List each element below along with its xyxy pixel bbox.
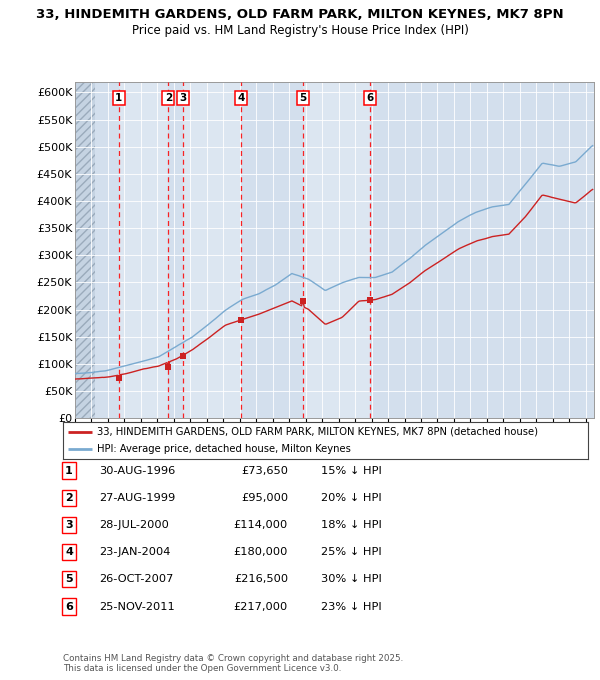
Text: HPI: Average price, detached house, Milton Keynes: HPI: Average price, detached house, Milt… (97, 444, 351, 454)
Bar (168, 82, 183, 418)
Text: 28-JUL-2000: 28-JUL-2000 (99, 520, 169, 530)
Text: 33, HINDEMITH GARDENS, OLD FARM PARK, MILTON KEYNES, MK7 8PN (detached house): 33, HINDEMITH GARDENS, OLD FARM PARK, MI… (97, 426, 538, 437)
Text: £95,000: £95,000 (241, 493, 288, 503)
Text: 33, HINDEMITH GARDENS, OLD FARM PARK, MILTON KEYNES, MK7 8PN: 33, HINDEMITH GARDENS, OLD FARM PARK, MI… (36, 8, 564, 21)
Text: 30% ↓ HPI: 30% ↓ HPI (321, 575, 382, 584)
Bar (95, 82, 119, 418)
Text: 25-NOV-2011: 25-NOV-2011 (99, 602, 175, 611)
Text: 15% ↓ HPI: 15% ↓ HPI (321, 466, 382, 475)
Bar (370, 82, 594, 418)
Text: 6: 6 (65, 602, 73, 611)
Text: 4: 4 (237, 93, 245, 103)
Text: £217,000: £217,000 (234, 602, 288, 611)
Text: 3: 3 (179, 93, 187, 103)
Text: 5: 5 (65, 575, 73, 584)
Text: 2: 2 (65, 493, 73, 503)
Text: 25% ↓ HPI: 25% ↓ HPI (321, 547, 382, 557)
Text: 3: 3 (65, 520, 73, 530)
Text: 1: 1 (115, 93, 122, 103)
Text: £216,500: £216,500 (234, 575, 288, 584)
Text: 23-JAN-2004: 23-JAN-2004 (99, 547, 170, 557)
Text: 20% ↓ HPI: 20% ↓ HPI (321, 493, 382, 503)
Text: 26-OCT-2007: 26-OCT-2007 (99, 575, 173, 584)
Text: 5: 5 (299, 93, 307, 103)
Text: 1: 1 (65, 466, 73, 475)
Text: £114,000: £114,000 (234, 520, 288, 530)
Text: 2: 2 (164, 93, 172, 103)
Text: 4: 4 (65, 547, 73, 557)
Text: 6: 6 (366, 93, 374, 103)
Text: Price paid vs. HM Land Registry's House Price Index (HPI): Price paid vs. HM Land Registry's House … (131, 24, 469, 37)
Text: 30-AUG-1996: 30-AUG-1996 (99, 466, 175, 475)
Text: 23% ↓ HPI: 23% ↓ HPI (321, 602, 382, 611)
Text: £73,650: £73,650 (241, 466, 288, 475)
Text: £180,000: £180,000 (233, 547, 288, 557)
Text: Contains HM Land Registry data © Crown copyright and database right 2025.
This d: Contains HM Land Registry data © Crown c… (63, 653, 403, 673)
Text: 27-AUG-1999: 27-AUG-1999 (99, 493, 175, 503)
Text: 18% ↓ HPI: 18% ↓ HPI (321, 520, 382, 530)
Bar (241, 82, 303, 418)
